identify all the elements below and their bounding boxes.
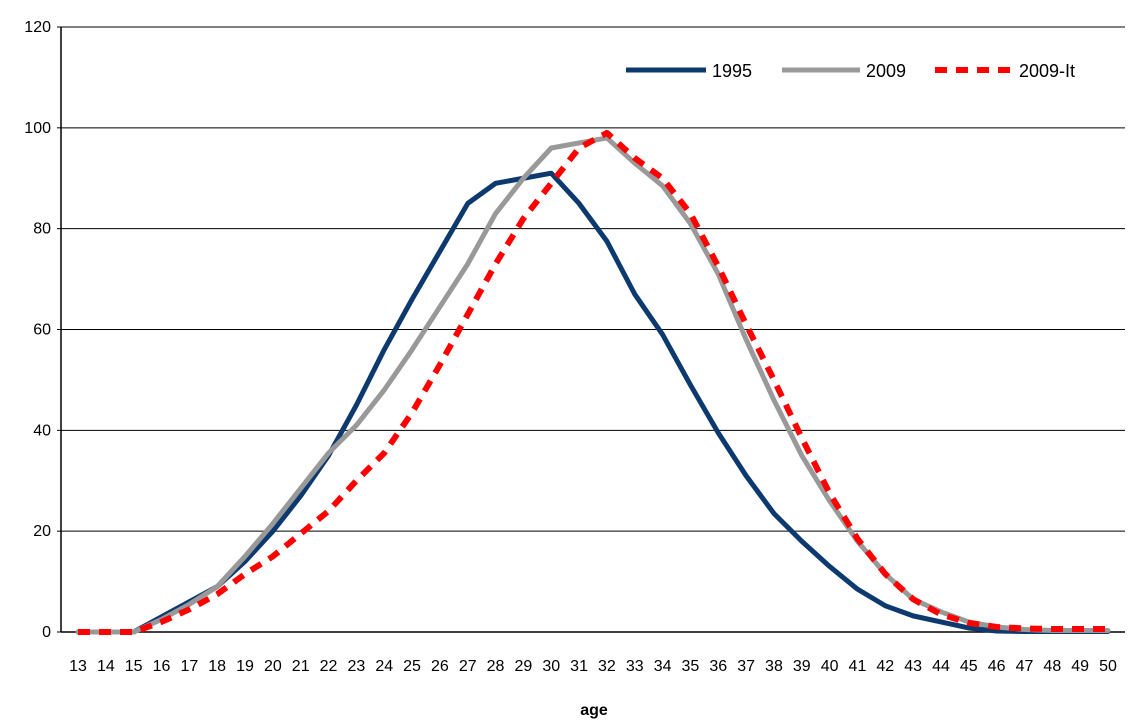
- x-tick-label-22: 22: [320, 658, 338, 675]
- y-tick-label-20: 20: [33, 523, 51, 540]
- x-tick-label-30: 30: [542, 658, 560, 675]
- x-tick-labels: 13 14 15 16 17 18 19 20 21 22 23 24 25 26 27 28 29 30 31 32…: [69, 658, 1117, 675]
- x-tick-label-48: 48: [1043, 658, 1061, 675]
- legend-item-2009: 2009: [782, 61, 906, 81]
- series-line-2009-It: [78, 129, 1108, 635]
- x-tick-label-19: 19: [236, 658, 254, 675]
- x-tick-label-29: 29: [515, 658, 533, 675]
- x-tick-label-27: 27: [459, 658, 477, 675]
- x-tick-label-31: 31: [570, 658, 588, 675]
- x-tick-label-37: 37: [737, 658, 755, 675]
- y-tick-label-100: 100: [24, 120, 51, 137]
- y-tick-label-40: 40: [33, 422, 51, 439]
- x-tick-label-23: 23: [347, 658, 365, 675]
- x-tick-label-18: 18: [208, 658, 226, 675]
- x-tick-label-15: 15: [125, 658, 143, 675]
- x-tick-label-45: 45: [960, 658, 978, 675]
- x-axis-title: age: [580, 702, 608, 719]
- x-tick-label-34: 34: [654, 658, 672, 675]
- x-tick-label-21: 21: [292, 658, 310, 675]
- legend-label-2009: 2009: [866, 61, 906, 81]
- x-tick-label-46: 46: [988, 658, 1006, 675]
- legend-label-2009-It: 2009-It: [1019, 61, 1075, 81]
- x-tick-label-50: 50: [1099, 658, 1117, 675]
- axes: [57, 26, 1125, 633]
- x-tick-label-28: 28: [487, 658, 505, 675]
- y-tick-label-0: 0: [42, 624, 51, 641]
- x-tick-label-24: 24: [375, 658, 393, 675]
- grid-lines: [61, 26, 1125, 532]
- legend-label-1995: 1995: [712, 61, 752, 81]
- x-tick-label-47: 47: [1016, 658, 1034, 675]
- legend-item-2009-It: 2009-It: [935, 61, 1075, 81]
- y-tick-label-80: 80: [33, 221, 51, 238]
- x-tick-label-40: 40: [821, 658, 839, 675]
- x-tick-label-39: 39: [793, 658, 811, 675]
- x-tick-label-36: 36: [709, 658, 727, 675]
- y-tick-label-120: 120: [24, 19, 51, 36]
- series-line-2009: [75, 135, 1111, 635]
- x-tick-label-32: 32: [598, 658, 616, 675]
- x-tick-label-42: 42: [876, 658, 894, 675]
- x-tick-label-44: 44: [932, 658, 950, 675]
- x-tick-label-13: 13: [69, 658, 87, 675]
- x-tick-label-20: 20: [264, 658, 282, 675]
- x-tick-label-49: 49: [1071, 658, 1089, 675]
- y-tick-labels: 0 20 40 60 80 100 120: [24, 19, 51, 641]
- x-tick-label-43: 43: [904, 658, 922, 675]
- x-tick-label-26: 26: [431, 658, 449, 675]
- x-tick-label-38: 38: [765, 658, 783, 675]
- x-tick-label-14: 14: [97, 658, 115, 675]
- x-tick-label-25: 25: [403, 658, 421, 675]
- legend: 1995 2009 2009-It: [626, 61, 1075, 81]
- x-tick-label-17: 17: [180, 658, 198, 675]
- series-lines: [75, 129, 1111, 635]
- x-tick-label-16: 16: [153, 658, 171, 675]
- y-tick-label-60: 60: [33, 322, 51, 339]
- x-tick-label-41: 41: [849, 658, 867, 675]
- legend-item-1995: 1995: [626, 61, 752, 81]
- x-tick-label-33: 33: [626, 658, 644, 675]
- x-tick-label-35: 35: [682, 658, 700, 675]
- series-line-1995: [75, 170, 1111, 635]
